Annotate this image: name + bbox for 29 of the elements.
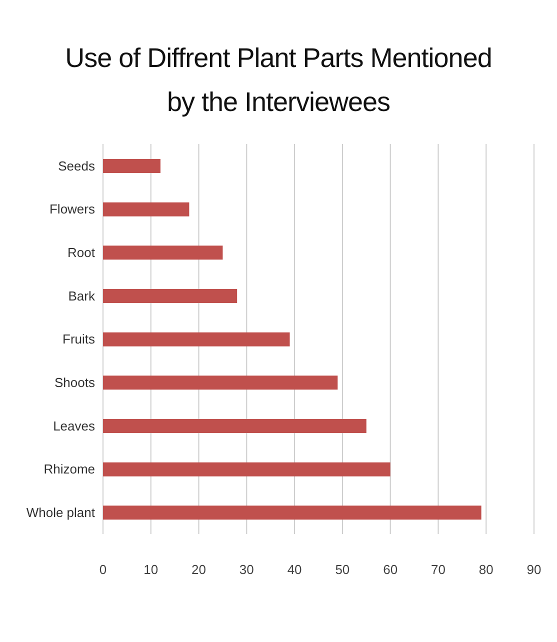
y-tick-label: Rhizome: [44, 462, 95, 477]
x-tick-label: 50: [335, 562, 350, 578]
x-tick-label: 90: [526, 562, 542, 578]
bar: [103, 376, 338, 390]
y-tick-label: Seeds: [58, 158, 96, 174]
y-tick-label: Flowers: [49, 202, 96, 217]
bar: [103, 332, 290, 346]
y-tick-label: Shoots: [54, 374, 96, 390]
chart-title: Use of Diffrent Plant Parts Mentioned by the Interviewees: [64, 42, 493, 119]
bar: [103, 419, 366, 433]
x-tick-label: 20: [192, 562, 206, 578]
y-tick-label: Whole plant: [26, 504, 96, 520]
y-tick-label: Root: [68, 244, 96, 260]
y-tick-label: Fruits: [62, 332, 96, 347]
x-tick-label: 60: [383, 562, 398, 578]
bar: [103, 246, 223, 260]
y-tick-label: Leaves: [53, 418, 96, 434]
bar: [103, 506, 482, 520]
x-tick-label: 10: [144, 562, 158, 578]
x-tick-label: 30: [239, 562, 254, 578]
bar: [103, 462, 390, 476]
bar: [103, 289, 238, 303]
y-tick-label: Bark: [68, 288, 96, 304]
x-tick-label: 0: [99, 562, 107, 578]
bar: [103, 202, 190, 216]
x-tick-label: 80: [478, 562, 494, 578]
x-tick-label: 70: [430, 562, 446, 578]
x-tick-label: 40: [287, 562, 302, 578]
bar: [103, 159, 160, 173]
